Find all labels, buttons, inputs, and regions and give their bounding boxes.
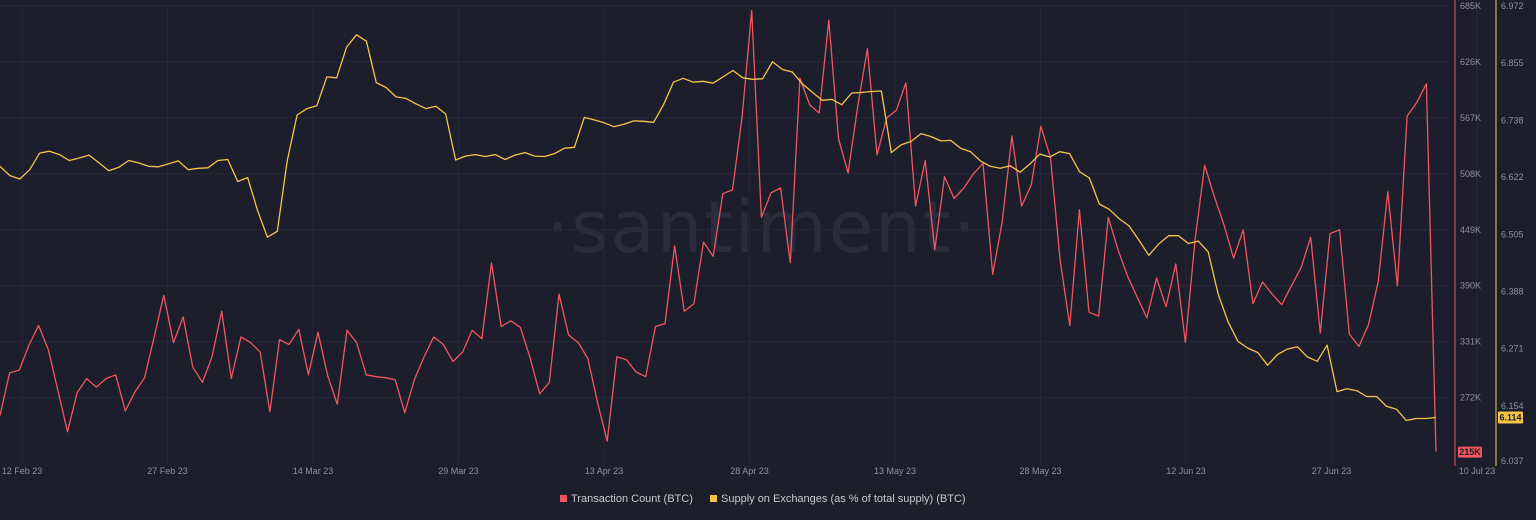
x-tick-label: 27 Jun 23 [1312, 466, 1352, 476]
left-y-tick-label: 508K [1460, 169, 1481, 179]
legend: Transaction Count (BTC) Supply on Exchang… [560, 493, 966, 505]
legend-swatch-supply [710, 495, 717, 502]
x-tick-label: 13 May 23 [874, 466, 916, 476]
x-tick-label: 12 Feb 23 [2, 466, 43, 476]
left-y-tick-label: 449K [1460, 225, 1481, 235]
right-y-tick-label: 6.037 [1501, 456, 1524, 466]
legend-label-supply: Supply on Exchanges (as % of total suppl… [721, 493, 966, 505]
x-tick-label: 13 Apr 23 [585, 466, 624, 476]
right-y-tick-label: 6.855 [1501, 58, 1524, 68]
transaction-count-last-value-badge [1458, 446, 1482, 458]
left-y-tick-label: 626K [1460, 57, 1481, 67]
supply-last-value-badge [1498, 411, 1523, 424]
transaction-count-last-value-label: 215K [1459, 447, 1481, 457]
x-tick-label: 12 Jun 23 [1166, 466, 1206, 476]
right-y-tick-label: 6.738 [1501, 115, 1524, 125]
right-y-tick-label: 6.271 [1501, 344, 1524, 354]
left-y-tick-label: 567K [1460, 113, 1481, 123]
right-y-tick-label: 6.154 [1501, 401, 1524, 411]
right-y-tick-label: 6.388 [1501, 286, 1524, 296]
right-y-tick-label: 6.972 [1501, 1, 1524, 11]
axes-layer: 12 Feb 23 27 Feb 23 14 Mar 23 29 Mar 23 13 A… [2, 0, 1524, 476]
right-y-tick-label: 6.622 [1501, 172, 1524, 182]
left-y-tick-label: 272K [1460, 393, 1481, 403]
x-tick-label: 10 Jul 23 [1459, 466, 1496, 476]
watermark: ·santiment· [546, 185, 978, 269]
x-tick-label: 28 Apr 23 [730, 466, 769, 476]
supply-last-value-label: 6.114 [1499, 413, 1521, 423]
left-y-tick-label: 331K [1460, 337, 1481, 347]
x-tick-label: 27 Feb 23 [147, 466, 188, 476]
transaction-count-line [0, 10, 1437, 452]
grid-layer [0, 5, 1478, 463]
x-tick-label: 14 Mar 23 [293, 466, 334, 476]
legend-swatch-transaction-count [560, 495, 567, 502]
left-y-tick-label: 390K [1460, 281, 1481, 291]
supply-on-exchanges-line [0, 34, 1437, 422]
series-layer [0, 10, 1437, 452]
x-tick-label: 28 May 23 [1019, 466, 1061, 476]
left-y-tick-label: 685K [1460, 1, 1481, 11]
right-y-tick-label: 6.505 [1501, 229, 1524, 239]
x-tick-label: 29 Mar 23 [438, 466, 479, 476]
legend-label-transaction-count: Transaction Count (BTC) [571, 493, 693, 505]
